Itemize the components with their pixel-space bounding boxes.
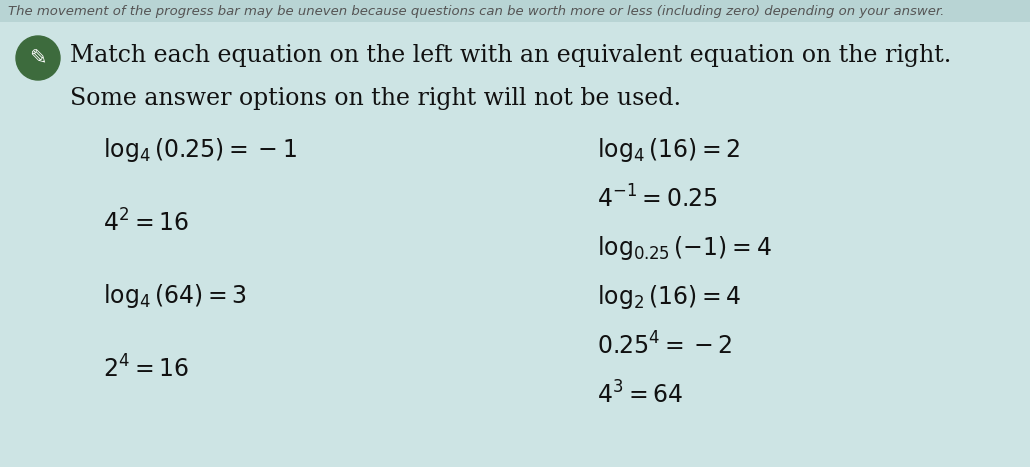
Text: $0.25^4 = -2$: $0.25^4 = -2$ [597, 333, 733, 360]
Text: $\log_4(16) = 2$: $\log_4(16) = 2$ [597, 136, 741, 164]
Text: $\log_4(0.25) = -1$: $\log_4(0.25) = -1$ [103, 136, 297, 164]
Text: $\log_{0.25}(-1) = 4$: $\log_{0.25}(-1) = 4$ [597, 234, 772, 262]
Text: $4^{-1} = 0.25$: $4^{-1} = 0.25$ [597, 185, 718, 212]
Circle shape [16, 36, 60, 80]
Text: ✎: ✎ [29, 48, 46, 68]
Text: Some answer options on the right will not be used.: Some answer options on the right will no… [70, 87, 681, 110]
Text: $2^4 = 16$: $2^4 = 16$ [103, 355, 190, 382]
Text: $4^2 = 16$: $4^2 = 16$ [103, 209, 190, 237]
Text: $\log_2(16) = 4$: $\log_2(16) = 4$ [597, 283, 742, 311]
Text: The movement of the progress bar may be uneven because questions can be worth mo: The movement of the progress bar may be … [8, 5, 945, 17]
FancyBboxPatch shape [0, 0, 1030, 22]
Text: $\log_4(64) = 3$: $\log_4(64) = 3$ [103, 282, 247, 310]
Text: Match each equation on the left with an equivalent equation on the right.: Match each equation on the left with an … [70, 44, 952, 67]
Text: $4^3 = 64$: $4^3 = 64$ [597, 382, 684, 409]
